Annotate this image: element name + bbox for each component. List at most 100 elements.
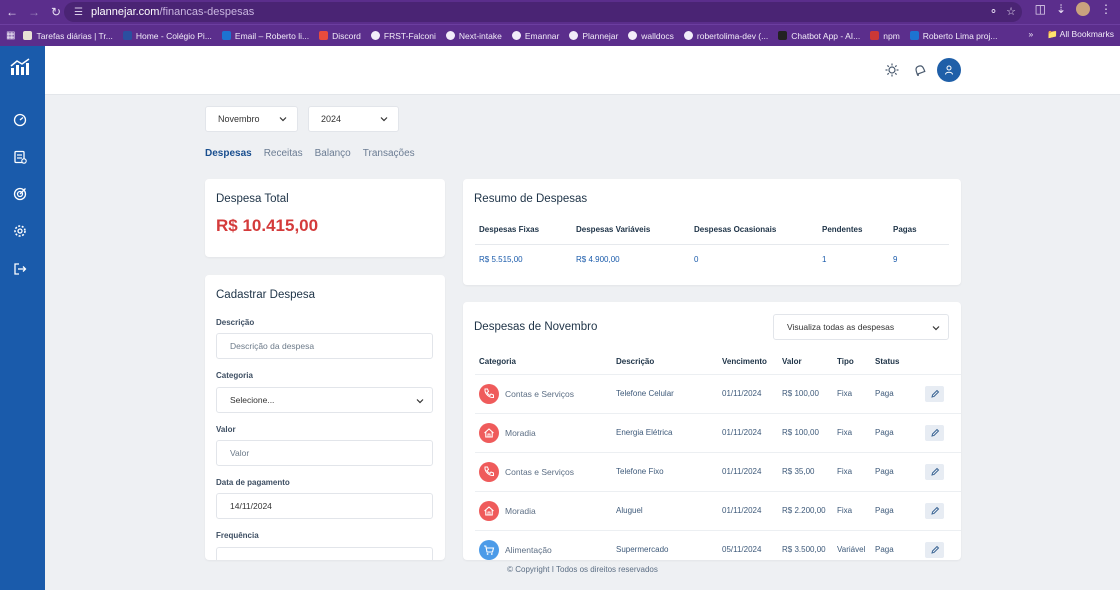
bookmark-item[interactable]: Home - Colégio Pi... — [122, 31, 212, 41]
browser-toolbar: ← → ↻ ☰ plannejar.com/financas-despesas … — [0, 0, 1120, 24]
chevron-down-icon — [380, 117, 388, 122]
bookmark-favicon-icon — [319, 31, 329, 40]
bookmark-item[interactable]: Next-intake — [445, 30, 502, 41]
edit-expense-button[interactable] — [925, 502, 944, 519]
all-bookmarks[interactable]: 📁 All Bookmarks — [1047, 29, 1114, 39]
expense-description: Energia Elétrica — [612, 412, 718, 452]
bookmark-item[interactable]: walldocs — [628, 31, 674, 41]
expense-actions-cell — [921, 529, 961, 560]
category-label: Categoria — [216, 371, 253, 380]
expense-category-cell: Moradia — [475, 490, 612, 530]
edit-expense-button[interactable] — [925, 424, 944, 441]
summary-header-variable: Despesas Variáveis — [572, 224, 690, 245]
bookmark-label: Next-intake — [458, 30, 502, 41]
apps-grid-icon[interactable]: ▦ — [6, 30, 16, 41]
reload-icon[interactable]: ↻ — [50, 5, 62, 19]
summary-header-paid: Pagas — [889, 224, 949, 245]
expense-type: Variável — [833, 529, 871, 560]
expense-category: Contas e Serviços — [505, 466, 574, 477]
col-due: Vencimento — [722, 357, 767, 367]
menu-icon[interactable]: ⋮ — [1100, 2, 1112, 16]
month-select-value: Novembro — [218, 114, 260, 124]
home-icon — [479, 422, 499, 443]
payment-date-value: 14/11/2024 — [230, 501, 272, 511]
goals-target-icon[interactable] — [13, 187, 27, 201]
edit-expense-button[interactable] — [925, 385, 944, 402]
logout-icon[interactable] — [13, 262, 27, 276]
bookmark-item[interactable]: robertolima-dev (... — [683, 31, 768, 41]
view-filter-select[interactable]: Visualiza todas as despesas — [773, 314, 949, 340]
site-info-icon[interactable]: ☰ — [74, 6, 83, 18]
bookmark-item[interactable]: Plannejar — [569, 31, 618, 41]
theme-sun-icon[interactable] — [885, 63, 899, 77]
edit-expense-button[interactable] — [925, 541, 944, 558]
bookmark-item[interactable]: npm — [870, 31, 900, 41]
reports-icon[interactable] — [13, 150, 27, 164]
month-select[interactable]: Novembro — [205, 106, 298, 132]
tab-despesas[interactable]: Despesas — [205, 148, 252, 159]
col-actions — [921, 356, 961, 374]
bookmark-star-icon[interactable]: ☆ — [1006, 6, 1016, 18]
category-select[interactable]: Selecione... — [216, 387, 433, 413]
download-icon[interactable]: ⇣ — [1055, 2, 1066, 16]
bookmark-favicon-icon — [511, 31, 521, 40]
edit-expense-button[interactable] — [925, 463, 944, 480]
year-select[interactable]: 2024 — [308, 106, 399, 132]
tab-receitas[interactable]: Receitas — [263, 148, 303, 159]
frequency-select[interactable] — [216, 547, 433, 560]
description-input[interactable]: Descrição da despesa — [216, 333, 433, 359]
col-category: Categoria — [479, 357, 516, 367]
summary-value-fixed: R$ 5.515,00 — [479, 255, 523, 264]
bookmark-item[interactable]: Email – Roberto li... — [221, 31, 309, 41]
notifications-bell-icon[interactable] — [913, 63, 927, 77]
bookmark-favicon-icon — [909, 31, 919, 40]
expense-category: Contas e Serviços — [505, 388, 574, 399]
bookmark-item[interactable]: Emannar — [511, 30, 560, 41]
bookmark-favicon-icon — [445, 31, 455, 40]
bookmark-label: Chatbot App - AI... — [791, 30, 861, 41]
profile-avatar[interactable] — [1076, 2, 1090, 16]
expense-value: R$ 35,00 — [778, 451, 833, 491]
bookmark-item[interactable]: Roberto Lima proj... — [909, 31, 997, 41]
settings-gear-icon[interactable] — [13, 224, 27, 238]
expense-actions-cell — [921, 490, 961, 530]
user-avatar[interactable] — [937, 58, 961, 82]
expense-value: R$ 2.200,00 — [778, 490, 833, 530]
amount-input[interactable]: Valor — [216, 440, 433, 466]
expense-value: R$ 100,00 — [778, 373, 833, 413]
extensions-icon[interactable]: ◫ — [1034, 2, 1046, 16]
tab-transacoes[interactable]: Transações — [362, 148, 415, 159]
bookmark-label: Emannar — [524, 30, 560, 41]
summary-table: Despesas Fixas Despesas Variáveis Despes… — [475, 224, 949, 274]
password-key-icon[interactable]: ⚬ — [988, 6, 999, 18]
bookmark-item[interactable]: FRST-Falconi — [370, 31, 436, 41]
expense-type: Fixa — [833, 451, 871, 491]
col-description: Descrição — [616, 357, 655, 367]
expense-type: Fixa — [833, 373, 871, 413]
tab-balanco[interactable]: Balanço — [314, 148, 351, 159]
back-icon[interactable]: ← — [6, 5, 18, 19]
payment-date-label: Data de pagamento — [216, 478, 290, 487]
expense-category-cell: Contas e Serviços — [475, 451, 612, 491]
bookmark-favicon-icon — [569, 31, 579, 40]
bookmarks-overflow[interactable]: » — [1028, 29, 1034, 39]
expense-row: Alimentação Supermercado 05/11/2024 R$ 3.50… — [475, 529, 961, 560]
expense-description: Supermercado — [612, 529, 718, 560]
bookmark-item[interactable]: Chatbot App - AI... — [778, 31, 860, 41]
bookmark-label: walldocs — [641, 30, 674, 41]
bookmark-favicon-icon — [683, 31, 693, 40]
pencil-icon — [930, 545, 939, 554]
payment-date-input[interactable]: 14/11/2024 — [216, 493, 433, 519]
expense-value: R$ 3.500,00 — [778, 529, 833, 560]
forward-icon[interactable]: → — [28, 5, 40, 19]
app-logo-icon[interactable] — [10, 58, 30, 76]
expense-status: Paga — [871, 451, 921, 491]
address-bar[interactable]: ☰ plannejar.com/financas-despesas ⚬ ☆ — [64, 2, 1022, 22]
bookmark-item[interactable]: Discord — [319, 31, 361, 41]
summary-value-paid: 9 — [893, 255, 898, 264]
dashboard-gauge-icon[interactable] — [13, 113, 27, 127]
expense-status: Paga — [871, 529, 921, 560]
bookmark-item[interactable]: Tarefas diárias | Tr... — [23, 31, 113, 41]
footer-copyright: © Copyright I Todos os direitos reservad… — [507, 565, 658, 574]
expense-description: Telefone Fixo — [612, 451, 718, 491]
